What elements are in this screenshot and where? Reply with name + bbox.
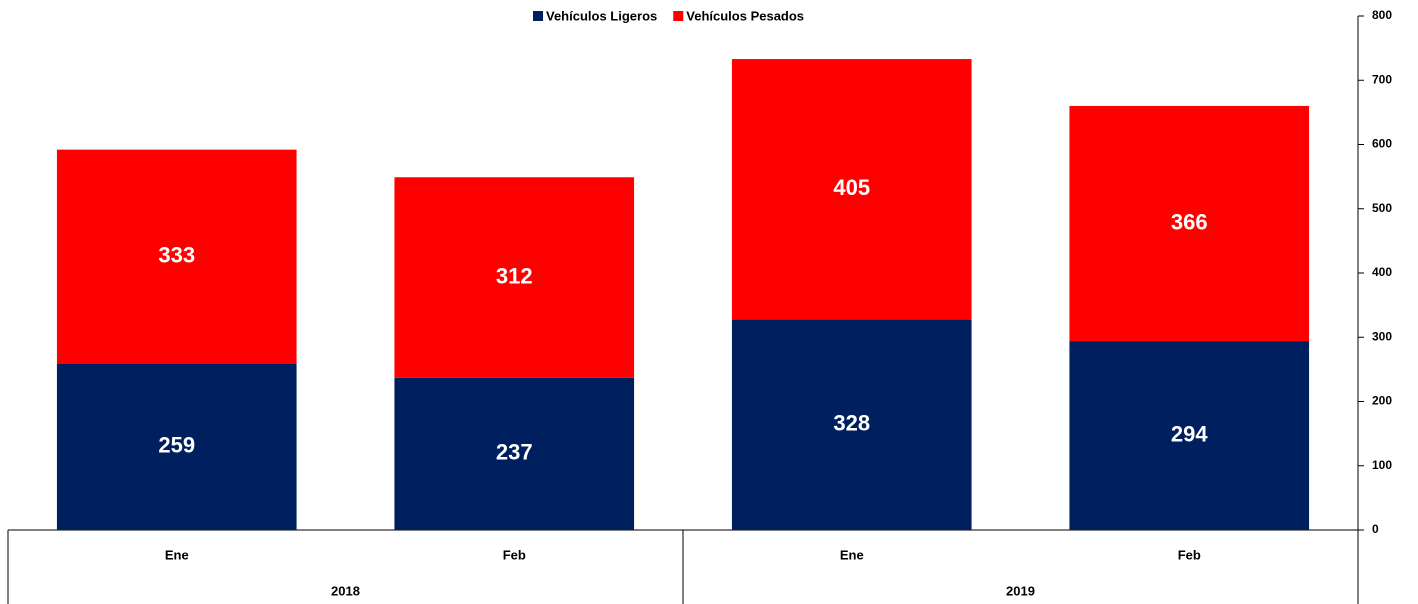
y-tick-label: 600 xyxy=(1372,137,1392,151)
y-tick-label: 800 xyxy=(1372,8,1392,22)
bar-segment xyxy=(1069,341,1310,530)
bar-segment xyxy=(394,377,635,530)
x-tick-label: Feb xyxy=(503,547,526,562)
bar-segment xyxy=(56,363,297,530)
value-label: 328 xyxy=(833,410,870,435)
x-tick-label: Ene xyxy=(165,547,189,562)
y-tick-label: 100 xyxy=(1372,458,1392,472)
group-label: 2018 xyxy=(331,583,360,598)
y-tick-label: 300 xyxy=(1372,329,1392,343)
y-tick-label: 400 xyxy=(1372,265,1392,279)
value-label: 366 xyxy=(1171,209,1208,234)
legend-label: Vehículos Pesados xyxy=(686,8,804,23)
x-tick-label: Ene xyxy=(840,547,864,562)
bar-segment xyxy=(731,319,972,530)
group-label: 2019 xyxy=(1006,583,1035,598)
bar-segment xyxy=(56,149,297,364)
value-label: 405 xyxy=(833,175,870,200)
y-tick-label: 200 xyxy=(1372,394,1392,408)
legend-swatch xyxy=(673,11,684,21)
legend-swatch xyxy=(533,11,543,21)
bar-segment xyxy=(1069,105,1310,342)
y-tick-label: 700 xyxy=(1372,72,1392,86)
legend-label: Vehículos Ligeros xyxy=(546,8,657,23)
value-label: 294 xyxy=(1171,421,1208,446)
value-label: 333 xyxy=(158,242,195,267)
x-tick-label: Feb xyxy=(1178,547,1201,562)
value-label: 237 xyxy=(496,440,533,465)
y-tick-label: 500 xyxy=(1372,201,1392,215)
bar-segment xyxy=(731,59,972,320)
y-tick-label: 0 xyxy=(1372,522,1379,536)
value-label: 259 xyxy=(158,433,195,458)
value-label: 312 xyxy=(496,263,533,288)
bar-segment xyxy=(394,177,635,378)
